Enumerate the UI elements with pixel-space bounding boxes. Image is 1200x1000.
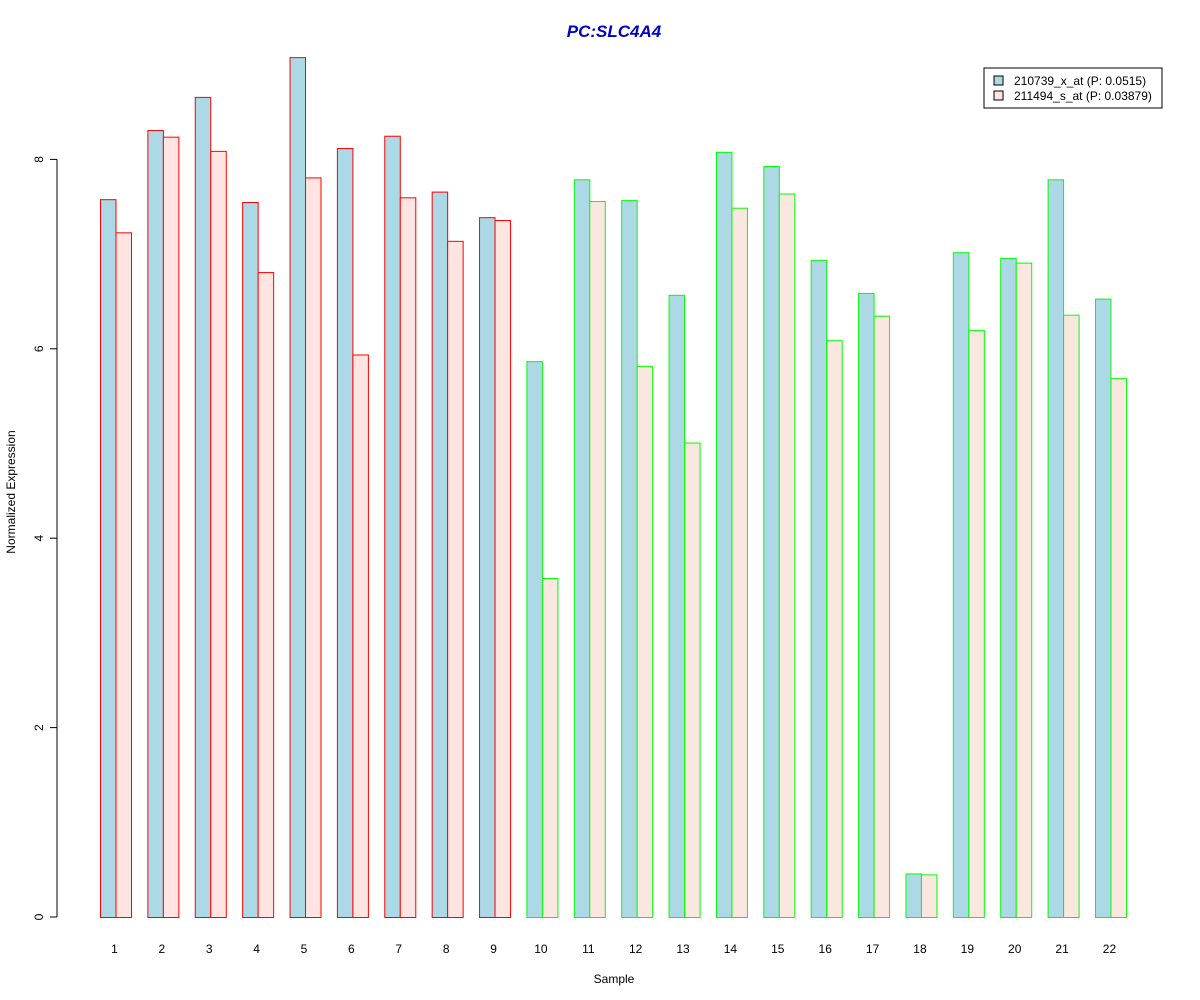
x-tick-label: 1 xyxy=(111,942,118,956)
bar-sample-13-series-1 xyxy=(668,294,686,919)
x-tick-label: 11 xyxy=(582,942,595,956)
x-tick-label: 16 xyxy=(819,942,833,956)
x-tick-label: 22 xyxy=(1103,942,1117,956)
bar-sample-10-series-1 xyxy=(526,361,543,918)
bar-sample-1-series-2 xyxy=(115,232,132,919)
bar-sample-18-series-1 xyxy=(905,873,922,918)
bar-sample-8-series-1 xyxy=(431,191,449,918)
y-tick-label: 6 xyxy=(32,345,46,352)
bar-sample-2-series-2 xyxy=(162,136,180,918)
bar-sample-22-series-2 xyxy=(1110,378,1127,919)
bar-sample-2-series-1 xyxy=(147,130,164,918)
bar-sample-1-series-1 xyxy=(100,199,117,918)
bar-sample-13-series-2 xyxy=(684,442,701,918)
bar-sample-18-series-2 xyxy=(920,874,938,919)
bar-sample-19-series-2 xyxy=(968,329,985,918)
bar-sample-12-series-1 xyxy=(621,200,638,919)
bar-sample-14-series-2 xyxy=(731,207,748,918)
x-tick-label: 14 xyxy=(724,942,738,956)
legend-label-series-1: 210739_x_at (P: 0.0515) xyxy=(1014,74,1146,88)
legend-label-series-2: 211494_s_at (P: 0.03879) xyxy=(1014,89,1152,103)
x-tick-label: 5 xyxy=(301,942,308,956)
bar-sample-3-series-1 xyxy=(194,96,212,918)
x-tick-label: 15 xyxy=(771,942,785,956)
bar-sample-6-series-1 xyxy=(336,148,354,918)
bar-sample-20-series-2 xyxy=(1015,262,1033,918)
bars-group xyxy=(100,57,1127,919)
bar-sample-4-series-2 xyxy=(257,272,275,918)
x-tick-label: 20 xyxy=(1008,942,1022,956)
y-tick-label: 4 xyxy=(32,535,46,542)
x-tick-label: 18 xyxy=(913,942,927,956)
bar-sample-8-series-2 xyxy=(447,240,464,919)
bar-sample-19-series-1 xyxy=(952,252,970,918)
legend-box xyxy=(983,67,1163,109)
bar-sample-5-series-1 xyxy=(289,57,307,918)
x-tick-label: 3 xyxy=(206,942,213,956)
legend-swatch-series-2 xyxy=(993,90,1004,101)
bar-sample-21-series-1 xyxy=(1047,179,1065,919)
y-axis: 0 2 4 6 8 xyxy=(32,156,58,920)
y-tick-label: 8 xyxy=(32,156,46,163)
x-axis-label: Sample xyxy=(594,972,635,986)
bar-sample-15-series-2 xyxy=(778,193,796,918)
x-tick-label: 8 xyxy=(443,942,450,956)
x-tick-label: 4 xyxy=(253,942,260,956)
bar-sample-7-series-2 xyxy=(399,197,417,918)
x-tick-label: 2 xyxy=(159,942,166,956)
x-tick-label: 12 xyxy=(629,942,643,956)
x-tick-label: 13 xyxy=(676,942,690,956)
x-tick-label: 21 xyxy=(1055,942,1069,956)
bar-sample-5-series-2 xyxy=(305,177,322,918)
bar-sample-17-series-1 xyxy=(858,292,875,918)
bar-sample-17-series-2 xyxy=(873,315,891,918)
chart-title: PC:SLC4A4 xyxy=(567,22,662,41)
legend-swatch-series-1 xyxy=(993,75,1004,86)
bar-sample-12-series-2 xyxy=(636,365,654,918)
x-tick-label: 19 xyxy=(961,942,975,956)
bar-sample-22-series-1 xyxy=(1094,298,1112,918)
bar-sample-11-series-2 xyxy=(589,201,606,918)
x-tick-label: 7 xyxy=(395,942,402,956)
bar-sample-3-series-2 xyxy=(210,150,227,918)
bar-sample-11-series-1 xyxy=(573,179,591,919)
y-tick-label: 0 xyxy=(32,913,46,920)
y-tick-label: 2 xyxy=(32,724,46,731)
bar-sample-16-series-2 xyxy=(826,340,843,919)
bar-sample-9-series-2 xyxy=(494,220,512,918)
x-tick-labels: 1 2 3 4 5 6 7 8 9 10 11 12 13 14 15 16 17 18 19 20 21 22 xyxy=(111,942,1116,956)
x-tick-label: 10 xyxy=(534,942,548,956)
bar-sample-6-series-2 xyxy=(352,354,369,918)
bar-sample-21-series-2 xyxy=(1063,314,1080,918)
bar-sample-4-series-1 xyxy=(242,202,259,918)
legend: 210739_x_at (P: 0.0515) 211494_s_at (P: … xyxy=(983,67,1163,109)
x-tick-label: 17 xyxy=(866,942,880,956)
bar-sample-16-series-1 xyxy=(810,259,828,919)
bar-sample-7-series-1 xyxy=(384,135,401,919)
y-axis-label: Normalized Expression xyxy=(4,430,18,553)
x-tick-label: 6 xyxy=(348,942,355,956)
bar-sample-9-series-1 xyxy=(479,217,496,919)
bar-sample-14-series-1 xyxy=(715,151,733,919)
bar-sample-20-series-1 xyxy=(1000,257,1017,918)
x-tick-label: 9 xyxy=(490,942,497,956)
bar-sample-10-series-2 xyxy=(541,577,559,918)
bar-sample-15-series-1 xyxy=(763,166,780,919)
